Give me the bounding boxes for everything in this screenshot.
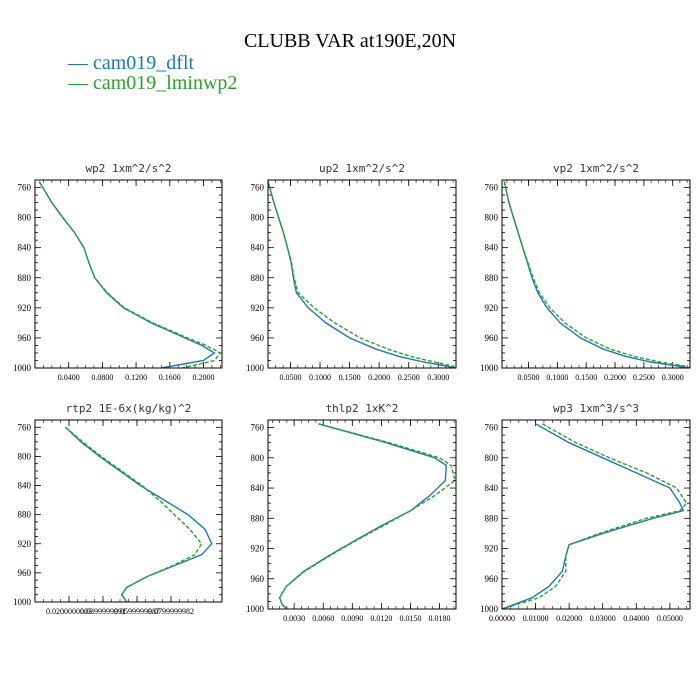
xtick-label: 0.0400: [58, 373, 80, 382]
ytick-label: 880: [251, 513, 265, 523]
ytick-label: 800: [251, 213, 265, 223]
xtick-label: 0.0800: [91, 373, 113, 382]
xtick-label: 0.0180: [429, 614, 451, 623]
ytick-label: 840: [18, 243, 32, 253]
ytick-label: 760: [485, 183, 499, 193]
ytick-label: 920: [251, 544, 265, 554]
xtick-label: 0.1000: [309, 373, 331, 382]
ytick-label: 760: [485, 423, 499, 433]
panel-title-thlp2: thlp2 1xK^2: [326, 402, 399, 415]
xtick-label: 0.0060: [312, 614, 334, 623]
ytick-label: 1000: [13, 363, 32, 373]
ytick-label: 840: [485, 483, 499, 493]
plot-frame: [268, 180, 456, 368]
xtick-label: 0.3000: [662, 373, 684, 382]
ytick-label: 960: [18, 333, 32, 343]
ytick-label: 920: [485, 544, 499, 554]
ytick-label: 760: [18, 422, 32, 432]
series-line-cam019_lminwp2: [268, 182, 456, 369]
ytick-label: 800: [18, 213, 32, 223]
ytick-label: 840: [251, 243, 265, 253]
ytick-label: 760: [251, 183, 265, 193]
xtick-label: 0.2500: [633, 373, 655, 382]
ytick-label: 920: [18, 539, 32, 549]
xtick-label: 0.0090: [341, 614, 363, 623]
panel-wp3: wp3 1xm^3/s^3 760 800 840 880 920 960 10000.000…: [480, 402, 690, 623]
ytick-label: 960: [485, 333, 499, 343]
xtick-label: 0.1500: [575, 373, 597, 382]
xtick-label: 0.0120: [370, 614, 392, 623]
ytick-label: 1000: [246, 604, 265, 614]
series-line-cam019_dflt: [280, 424, 447, 609]
ytick-label: 920: [18, 303, 32, 313]
panel-vp2: vp2 1xm^2/s^2 760 800 840 880 920 960 1000 0.050…: [480, 162, 690, 382]
xtick-label: 0.03000: [590, 614, 616, 623]
ytick-label: 880: [485, 273, 499, 283]
ytick-label: 880: [18, 510, 32, 520]
ytick-label: 960: [251, 333, 265, 343]
xtick-label: 0.0500: [279, 373, 301, 382]
ytick-label: 960: [485, 574, 499, 584]
ytick-label: 920: [251, 303, 265, 313]
panel-title-wp3: wp3 1xm^3/s^3: [553, 402, 639, 415]
xtick-label: 0.2000: [192, 373, 214, 382]
xtick-label: 0.05000: [657, 614, 683, 623]
ytick-label: 960: [18, 568, 32, 578]
xtick-label: 0.00000: [489, 614, 515, 623]
ytick-label: 1000: [480, 363, 499, 373]
panel-title-rtp2: rtp2 1E-6x(kg/kg)^2: [66, 402, 192, 415]
series-line-cam019_lminwp2: [280, 424, 455, 609]
ytick-label: 960: [251, 574, 265, 584]
ytick-label: 800: [485, 453, 499, 463]
panel-title-vp2: vp2 1xm^2/s^2: [553, 162, 639, 175]
xtick-label: 0.2000: [604, 373, 626, 382]
ytick-label: 880: [18, 273, 32, 283]
ytick-label: 760: [251, 423, 265, 433]
ytick-label: 800: [485, 213, 499, 223]
ytick-label: 840: [485, 243, 499, 253]
xtick-label: 0.2500: [398, 373, 420, 382]
ytick-label: 1000: [246, 363, 265, 373]
series-line-cam019_dflt: [66, 427, 212, 602]
ytick-label: 920: [485, 303, 499, 313]
xtick-label: 0.3000: [427, 373, 449, 382]
panel-title-up2: up2 1xm^2/s^2: [319, 162, 405, 175]
ytick-label: 880: [251, 273, 265, 283]
plot-frame: [268, 420, 456, 609]
panel-wp2: wp2 1xm^2/s^2 760 800 840 880 920 960 1000 0.040…: [13, 162, 222, 382]
xtick-label: 0.1200: [125, 373, 147, 382]
ytick-label: 840: [251, 483, 265, 493]
ytick-label: 800: [251, 453, 265, 463]
plot-frame: [35, 420, 222, 602]
xtick-label: 0.04000: [623, 614, 649, 623]
series-line-cam019_dflt: [39, 182, 214, 369]
ytick-label: 800: [18, 451, 32, 461]
series-line-cam019_lminwp2: [504, 182, 690, 369]
xtick-label: 0.1500: [339, 373, 361, 382]
ytick-label: 1000: [480, 604, 499, 614]
xtick-label: 0.0500: [518, 373, 540, 382]
chart-grid: wp2 1xm^2/s^2 760 800 840 880 920 960 1000 0.040…: [0, 0, 700, 700]
panel-rtp2: rtp2 1E-6x(kg/kg)^2 760 800 840 880 920 960 100…: [13, 402, 222, 616]
xtick-label: 0.02000: [556, 614, 582, 623]
series-line-cam019_lminwp2: [66, 427, 202, 602]
xtick-label: 0.0150: [399, 614, 421, 623]
panel-up2: up2 1xm^2/s^2 760 800 840 880 920 960 1000 0.050…: [246, 162, 456, 382]
ytick-label: 840: [18, 481, 32, 491]
xtick-label: 0.1600: [159, 373, 181, 382]
xtick-label: 0.1000: [546, 373, 568, 382]
xtick-label: 0.01000: [523, 614, 549, 623]
xtick-label: 0.2000: [368, 373, 390, 382]
ytick-label: 1000: [13, 597, 32, 607]
panel-thlp2: thlp2 1xK^2 760 800 840 880 920 960 1000 0.0030 0…: [246, 402, 456, 623]
series-line-cam019_lminwp2: [39, 182, 220, 369]
xtick-label: 0.0030: [283, 614, 305, 623]
panel-title-wp2: wp2 1xm^2/s^2: [85, 162, 171, 175]
ytick-label: 880: [485, 513, 499, 523]
ytick-label: 760: [18, 183, 32, 193]
xtick-label: 0.0799999982: [148, 607, 194, 616]
series-line-cam019_dflt: [268, 182, 455, 369]
